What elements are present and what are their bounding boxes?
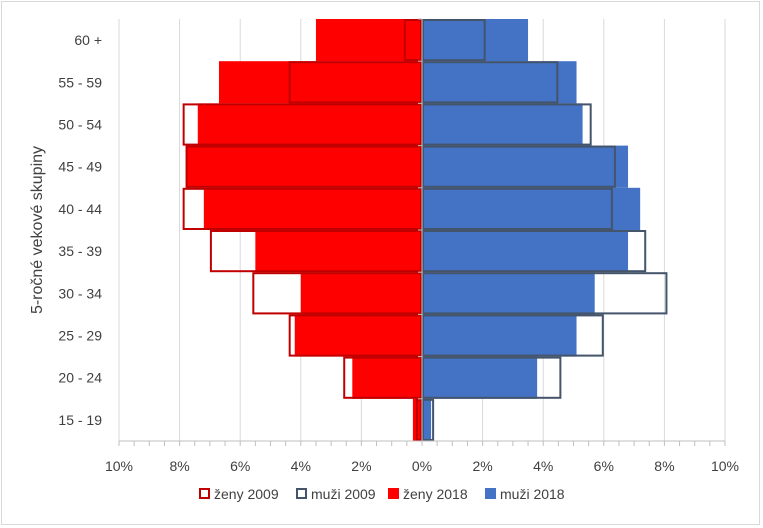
bar-zeny-2018 xyxy=(218,61,422,104)
x-tick-label: 4% xyxy=(291,458,311,474)
bar-muzi-2018 xyxy=(422,61,577,104)
bar-muzi-2009 xyxy=(422,61,559,104)
legend-swatch xyxy=(388,488,399,499)
bar-zeny-2009 xyxy=(182,103,422,146)
bar-muzi-2009 xyxy=(422,230,647,273)
tick-labels: 10% 8% 6% 4% 2% 0% 2% 4% 6% 8% 10% 15 - 19 20 - 24 25… xyxy=(58,32,739,474)
y-category-label: 50 - 54 xyxy=(58,117,102,133)
bar-muzi-2009 xyxy=(422,314,604,357)
bar-muzi-2009 xyxy=(422,356,562,399)
y-category-label: 35 - 39 xyxy=(58,243,102,259)
x-tick-label: 2% xyxy=(472,458,492,474)
x-tick-label: 2% xyxy=(351,458,371,474)
legend: ženy 2009 muži 2009 ženy 2018 muži 2018 xyxy=(199,486,565,502)
bar-zeny-2009 xyxy=(415,398,423,441)
bar-muzi-2009 xyxy=(422,272,668,315)
bar-muzi-2009 xyxy=(422,398,435,441)
y-category-label: 25 - 29 xyxy=(58,328,102,344)
legend-swatch xyxy=(199,488,210,499)
bar-zeny-2009 xyxy=(343,356,422,399)
y-category-label: 55 - 59 xyxy=(58,74,102,90)
x-tick-label: 6% xyxy=(594,458,614,474)
x-tick-label: 0% xyxy=(412,458,432,474)
bar-muzi-2018 xyxy=(422,187,641,230)
bar-zeny-2018 xyxy=(300,272,422,315)
bar-zeny-2018 xyxy=(197,103,422,146)
bar-muzi-2009 xyxy=(422,145,616,188)
y-category-label: 45 - 49 xyxy=(58,159,102,175)
y-axis-title: 5-ročné vekové skupiny xyxy=(29,146,46,314)
x-tick-label: 8% xyxy=(169,458,189,474)
bar-muzi-2018 xyxy=(422,230,629,273)
y-category-label: 40 - 44 xyxy=(58,201,102,217)
bar-zeny-2018 xyxy=(185,145,422,188)
axes xyxy=(118,18,726,446)
bar-muzi-2009 xyxy=(422,19,486,62)
bar-zeny-2009 xyxy=(182,187,422,231)
bar-muzi-2018 xyxy=(422,103,583,146)
legend-label: muži 2018 xyxy=(500,486,565,502)
bar-zeny-2018 xyxy=(315,19,422,62)
legend-label: ženy 2009 xyxy=(214,486,279,502)
y-category-label: 20 - 24 xyxy=(58,370,102,386)
bar-zeny-2009 xyxy=(185,145,422,188)
x-tick-label: 8% xyxy=(654,458,674,474)
y-category-label: 15 - 19 xyxy=(58,412,102,428)
bar-zeny-2009 xyxy=(288,61,422,104)
bar-muzi-2018 xyxy=(422,19,529,62)
bar-muzi-2018 xyxy=(422,314,577,357)
bars xyxy=(182,19,668,441)
bar-zeny-2009 xyxy=(209,230,422,273)
x-tick-label: 6% xyxy=(230,458,250,474)
bar-zeny-2018 xyxy=(203,187,422,230)
bar-zeny-2018 xyxy=(255,230,422,273)
bar-zeny-2009 xyxy=(403,19,423,62)
y-category-label: 30 - 34 xyxy=(58,285,102,301)
bar-zeny-2018 xyxy=(294,314,422,357)
x-tick-label: 4% xyxy=(533,458,553,474)
bar-zeny-2009 xyxy=(288,314,422,357)
bar-zeny-2009 xyxy=(252,272,422,315)
legend-label: ženy 2018 xyxy=(403,486,468,502)
bar-muzi-2009 xyxy=(422,103,592,146)
legend-swatch xyxy=(485,488,496,499)
bar-muzi-2009 xyxy=(422,187,613,231)
bar-muzi-2018 xyxy=(422,398,432,441)
legend-swatch xyxy=(296,488,307,499)
bar-muzi-2018 xyxy=(422,356,538,399)
bar-muzi-2018 xyxy=(422,272,595,315)
x-tick-label: 10% xyxy=(711,458,739,474)
bar-zeny-2018 xyxy=(352,356,422,399)
x-tick-label: 10% xyxy=(105,458,133,474)
bar-muzi-2018 xyxy=(422,145,629,188)
legend-label: muži 2009 xyxy=(311,486,376,502)
y-category-label: 60 + xyxy=(74,32,102,48)
